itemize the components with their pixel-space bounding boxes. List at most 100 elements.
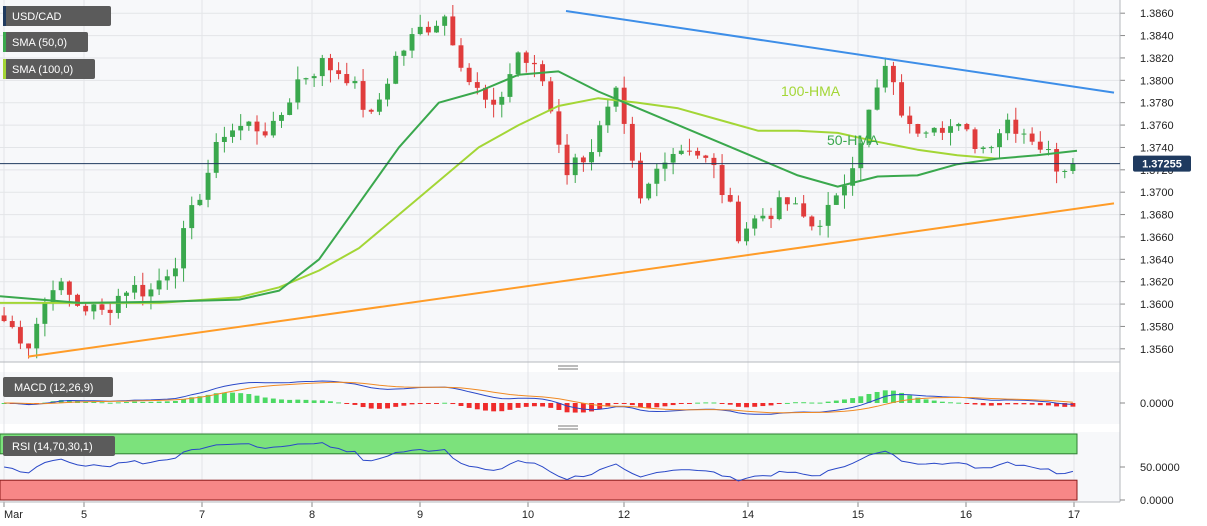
candle-body	[817, 225, 823, 227]
candle-body	[548, 81, 554, 112]
macd-histogram-bar	[164, 401, 170, 403]
candle-body	[882, 65, 888, 88]
candle-body	[75, 294, 80, 306]
candle-body	[156, 280, 162, 290]
candle-body	[654, 168, 660, 184]
candle-body	[164, 276, 170, 281]
macd-histogram-bar	[1045, 403, 1051, 406]
macd-histogram-bar	[662, 403, 668, 407]
macd-histogram-bar	[303, 399, 309, 403]
candle-body	[9, 321, 15, 328]
rsi-resize-handle[interactable]	[558, 425, 578, 430]
macd-histogram-bar	[768, 403, 774, 406]
macd-histogram-bar	[107, 402, 113, 404]
candle-body	[662, 162, 668, 169]
macd-histogram-bar	[140, 401, 146, 403]
candle-body	[107, 309, 113, 313]
candle-body	[42, 302, 48, 324]
candle-body	[99, 304, 105, 310]
candle-body	[842, 185, 847, 196]
candle-body	[270, 120, 276, 136]
candle-body	[115, 295, 121, 313]
macd-histogram-bar	[1037, 403, 1043, 406]
macd-histogram-bar	[719, 403, 725, 404]
candle-body	[686, 150, 692, 152]
macd-histogram-bar	[124, 402, 129, 404]
macd-histogram-bar	[964, 403, 970, 404]
macd-histogram-bar	[556, 403, 562, 410]
macd-histogram-bar	[866, 393, 872, 403]
candle-body	[409, 34, 415, 51]
macd-histogram-bar	[197, 396, 203, 403]
candle-body	[385, 83, 391, 100]
legend-sma-100[interactable]: SMA (100,0)	[3, 59, 95, 79]
y-tick-label: 1.3780	[1140, 98, 1174, 110]
macd-histogram-bar	[238, 393, 244, 403]
macd-histogram-bar	[972, 403, 978, 405]
candle-body	[221, 136, 227, 142]
macd-histogram-bar	[948, 402, 953, 404]
macd-histogram-bar	[613, 403, 619, 404]
candle-body	[646, 183, 652, 199]
macd-histogram-bar	[254, 395, 260, 403]
candle-body	[597, 125, 603, 153]
candle-body	[246, 121, 252, 126]
candle-body	[132, 284, 138, 293]
macd-histogram-bar	[1070, 403, 1076, 407]
candle-body	[564, 144, 570, 176]
macd-histogram-bar	[189, 397, 195, 403]
candle-body	[83, 305, 89, 312]
candle-body	[417, 26, 423, 35]
macd-histogram-bar	[279, 399, 284, 403]
candle-body	[1037, 141, 1043, 150]
candle-body	[17, 327, 23, 344]
candle-body	[899, 82, 905, 116]
candle-body	[1045, 149, 1051, 151]
candle-body	[850, 168, 856, 186]
macd-histogram-bar	[262, 397, 268, 403]
macd-histogram-bar	[956, 402, 962, 404]
macd-histogram-bar	[890, 390, 896, 403]
candle-body	[1013, 119, 1019, 134]
candle-body	[499, 96, 505, 105]
overlays	[0, 9, 1115, 358]
macd-histogram-bar	[825, 401, 831, 403]
candle-body	[907, 115, 913, 124]
rsi-oversold-zone	[0, 479, 1078, 501]
macd-histogram-bar	[638, 403, 643, 408]
candle-body	[1070, 163, 1076, 171]
macd-panel: 0.0000	[1, 380, 1174, 415]
candle-body	[531, 62, 537, 65]
legend-macd[interactable]: MACD (12,26,9)	[3, 377, 113, 397]
candle-body	[279, 114, 284, 121]
candle-body	[360, 81, 366, 110]
candle-body	[735, 201, 741, 242]
legend-sma-50[interactable]: SMA (50,0)	[3, 32, 88, 52]
macd-resize-handle[interactable]	[558, 365, 578, 370]
y-tick-label: 1.3560	[1140, 344, 1174, 356]
macd-histogram-bar	[874, 391, 880, 403]
macd-histogram-bar	[385, 403, 391, 409]
legend-rsi[interactable]: RSI (14,70,30,1)	[3, 436, 115, 456]
macd-histogram-bar	[695, 402, 701, 404]
candle-body	[230, 130, 235, 137]
macd-histogram-bar	[842, 399, 847, 403]
candle-body	[833, 195, 839, 205]
macd-histogram-bar	[1021, 403, 1027, 405]
legend-usdcad[interactable]: USD/CAD	[3, 6, 111, 26]
macd-histogram-bar	[466, 403, 472, 408]
y-tick-label: 1.3800	[1140, 75, 1174, 87]
candle-body	[638, 160, 643, 199]
macd-histogram-bar	[531, 403, 537, 407]
macd-histogram-bar	[711, 402, 717, 404]
macd-histogram-bar	[132, 401, 138, 403]
macd-histogram-bar	[540, 403, 546, 407]
candle-body	[1021, 133, 1027, 135]
candle-body	[450, 16, 456, 46]
candle-body	[1054, 149, 1060, 172]
macd-histogram-bar	[980, 403, 986, 406]
macd-histogram-bar	[988, 403, 994, 406]
candle-body	[523, 52, 529, 63]
macd-histogram-bar	[703, 402, 709, 404]
svg-text:USD/CAD: USD/CAD	[12, 11, 62, 23]
